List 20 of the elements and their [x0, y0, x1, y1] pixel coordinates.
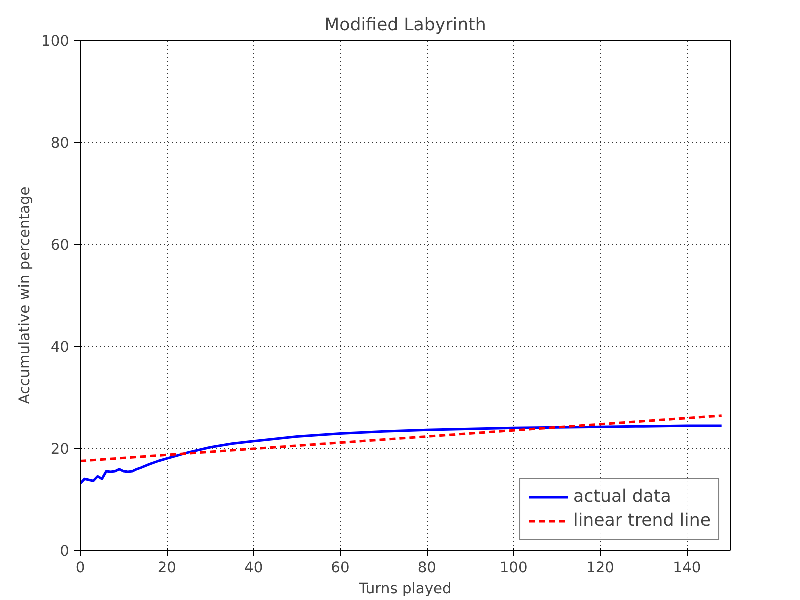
line-series: [80, 424, 724, 485]
legend-label: actual data: [574, 487, 672, 507]
y-tick-label: 20: [50, 441, 70, 458]
y-tick-label: 40: [50, 339, 70, 356]
y-tick-label: 100: [42, 33, 70, 50]
y-axis-title: Accumulative win percentage: [16, 186, 34, 404]
x-tick-label: 100: [500, 560, 528, 576]
x-tick-label: 80: [418, 560, 436, 576]
y-tick-label: 60: [50, 237, 70, 254]
x-tick-label: 0: [76, 560, 86, 576]
y-tick-label: 80: [50, 135, 70, 152]
x-tick-label: 40: [244, 560, 264, 576]
x-tick-label: 120: [586, 560, 614, 576]
legend-label: linear trend line: [574, 511, 711, 531]
x-tick-label: 20: [158, 560, 176, 576]
x-tick-label: 60: [331, 560, 350, 576]
x-axis-title: Turns played: [358, 580, 452, 598]
chart-title: Modified Labyrinth: [324, 16, 486, 36]
y-tick-label: 0: [60, 543, 70, 560]
x-tick-label: 140: [673, 560, 702, 576]
